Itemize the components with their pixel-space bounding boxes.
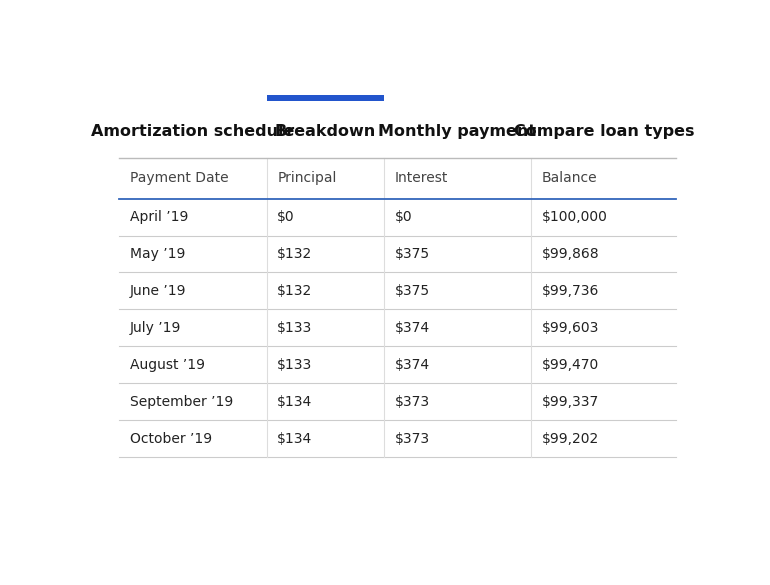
Text: $374: $374 bbox=[394, 321, 430, 335]
Text: June ’19: June ’19 bbox=[129, 284, 186, 298]
Text: Balance: Balance bbox=[542, 171, 598, 185]
Text: $132: $132 bbox=[277, 247, 313, 261]
Text: September ’19: September ’19 bbox=[129, 395, 233, 409]
Text: $99,603: $99,603 bbox=[542, 321, 600, 335]
Text: $133: $133 bbox=[277, 321, 313, 335]
Text: $375: $375 bbox=[394, 284, 430, 298]
Text: $99,868: $99,868 bbox=[542, 247, 600, 261]
Text: $373: $373 bbox=[394, 432, 430, 446]
Text: $99,202: $99,202 bbox=[542, 432, 599, 446]
Text: $134: $134 bbox=[277, 395, 313, 409]
Text: $0: $0 bbox=[277, 210, 295, 224]
Text: $375: $375 bbox=[394, 247, 430, 261]
Text: $99,736: $99,736 bbox=[542, 284, 600, 298]
Text: $134: $134 bbox=[277, 432, 313, 446]
Text: $99,470: $99,470 bbox=[542, 358, 599, 372]
Text: Compare loan types: Compare loan types bbox=[514, 124, 694, 139]
Text: October ’19: October ’19 bbox=[129, 432, 212, 446]
Text: $132: $132 bbox=[277, 284, 313, 298]
Text: May ’19: May ’19 bbox=[129, 247, 185, 261]
Text: $373: $373 bbox=[394, 395, 430, 409]
Text: Amortization schedule: Amortization schedule bbox=[91, 124, 294, 139]
Text: $133: $133 bbox=[277, 358, 313, 372]
Text: $99,337: $99,337 bbox=[542, 395, 599, 409]
Text: July ’19: July ’19 bbox=[129, 321, 181, 335]
Text: Payment Date: Payment Date bbox=[129, 171, 228, 185]
Text: Monthly payment: Monthly payment bbox=[379, 124, 537, 139]
Text: Breakdown: Breakdown bbox=[275, 124, 376, 139]
Text: Principal: Principal bbox=[277, 171, 336, 185]
Text: Interest: Interest bbox=[394, 171, 448, 185]
Bar bbox=[266, 95, 383, 101]
Text: $100,000: $100,000 bbox=[542, 210, 608, 224]
Text: $0: $0 bbox=[394, 210, 412, 224]
Text: August ’19: August ’19 bbox=[129, 358, 205, 372]
Text: April ’19: April ’19 bbox=[129, 210, 188, 224]
Text: $374: $374 bbox=[394, 358, 430, 372]
